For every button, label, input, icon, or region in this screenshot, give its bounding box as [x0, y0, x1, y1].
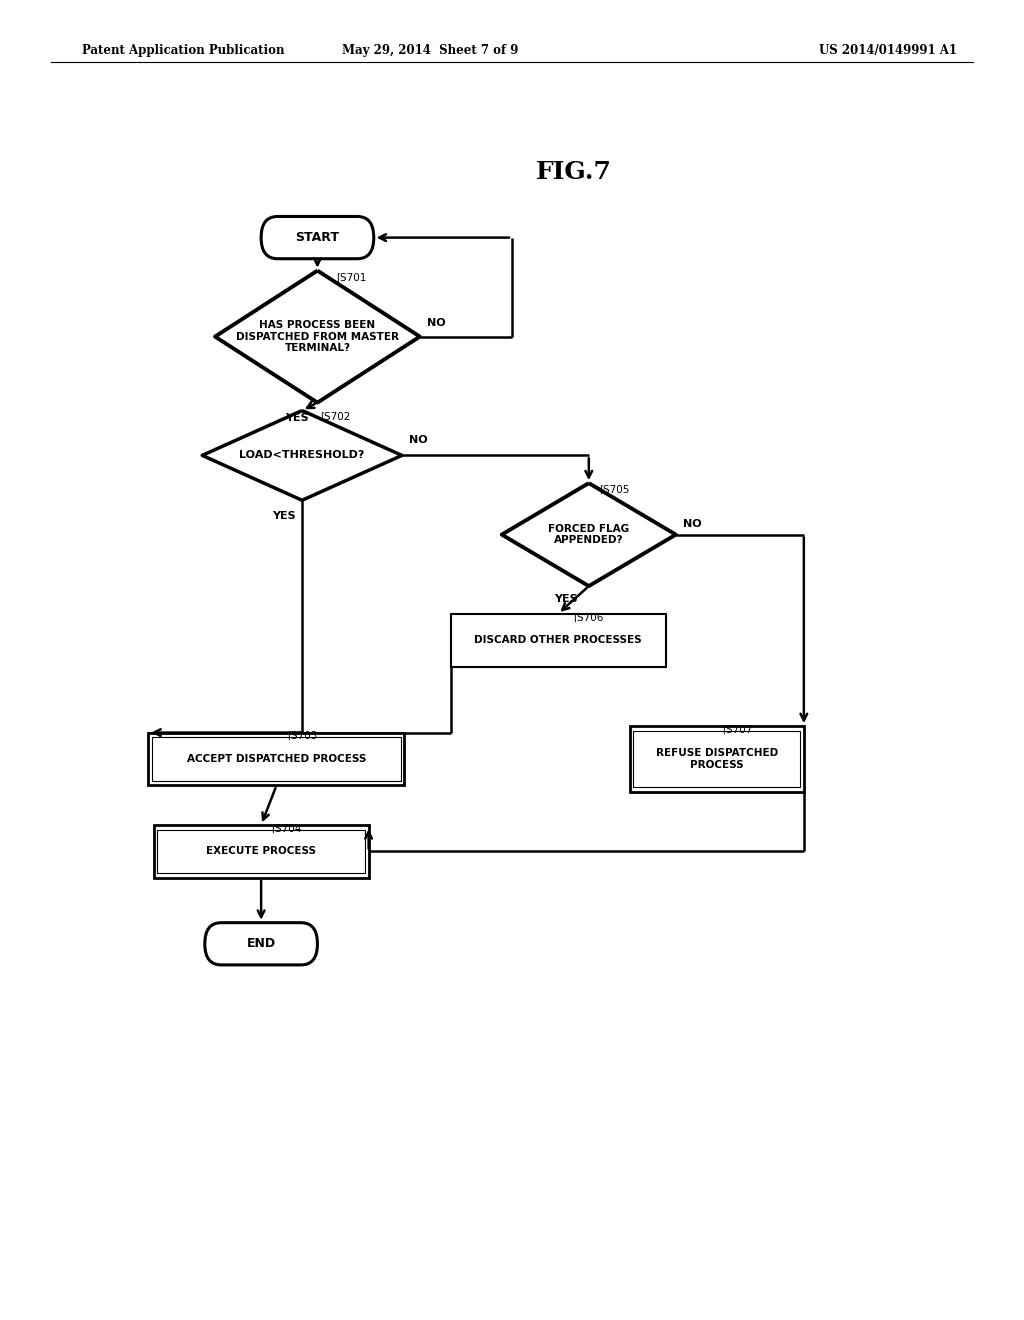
Text: ⌈S702: ⌈S702 — [321, 412, 351, 422]
Text: ⌈S703: ⌈S703 — [287, 731, 317, 742]
Text: ⌈S706: ⌈S706 — [573, 612, 604, 623]
Text: YES: YES — [554, 594, 579, 605]
FancyBboxPatch shape — [154, 825, 369, 878]
Polygon shape — [202, 411, 401, 500]
Text: ⌈S707: ⌈S707 — [722, 725, 753, 735]
Text: YES: YES — [285, 413, 309, 424]
Text: NO: NO — [427, 318, 445, 329]
Text: NO: NO — [683, 519, 701, 529]
Text: START: START — [296, 231, 339, 244]
Text: HAS PROCESS BEEN
DISPATCHED FROM MASTER
TERMINAL?: HAS PROCESS BEEN DISPATCHED FROM MASTER … — [236, 319, 399, 354]
FancyBboxPatch shape — [148, 733, 404, 785]
FancyBboxPatch shape — [261, 216, 374, 259]
Text: NO: NO — [409, 434, 428, 445]
Text: END: END — [247, 937, 275, 950]
FancyBboxPatch shape — [205, 923, 317, 965]
Polygon shape — [215, 271, 420, 403]
Text: FORCED FLAG
APPENDED?: FORCED FLAG APPENDED? — [548, 524, 630, 545]
FancyBboxPatch shape — [633, 731, 801, 787]
FancyBboxPatch shape — [451, 614, 666, 667]
Text: ⌈S704: ⌈S704 — [271, 824, 302, 834]
Text: FIG.7: FIG.7 — [536, 160, 611, 183]
Text: US 2014/0149991 A1: US 2014/0149991 A1 — [819, 44, 957, 57]
Text: Patent Application Publication: Patent Application Publication — [82, 44, 285, 57]
Text: REFUSE DISPATCHED
PROCESS: REFUSE DISPATCHED PROCESS — [655, 748, 778, 770]
Text: May 29, 2014  Sheet 7 of 9: May 29, 2014 Sheet 7 of 9 — [342, 44, 518, 57]
Polygon shape — [502, 483, 676, 586]
Text: ⌈S705: ⌈S705 — [599, 484, 630, 495]
Text: ⌈S701: ⌈S701 — [336, 273, 367, 284]
FancyBboxPatch shape — [158, 830, 366, 874]
FancyBboxPatch shape — [630, 726, 804, 792]
Text: ACCEPT DISPATCHED PROCESS: ACCEPT DISPATCHED PROCESS — [186, 754, 367, 764]
Text: LOAD<THRESHOLD?: LOAD<THRESHOLD? — [240, 450, 365, 461]
Text: EXECUTE PROCESS: EXECUTE PROCESS — [206, 846, 316, 857]
Text: DISCARD OTHER PROCESSES: DISCARD OTHER PROCESSES — [474, 635, 642, 645]
Text: YES: YES — [271, 511, 296, 521]
FancyBboxPatch shape — [153, 737, 401, 781]
